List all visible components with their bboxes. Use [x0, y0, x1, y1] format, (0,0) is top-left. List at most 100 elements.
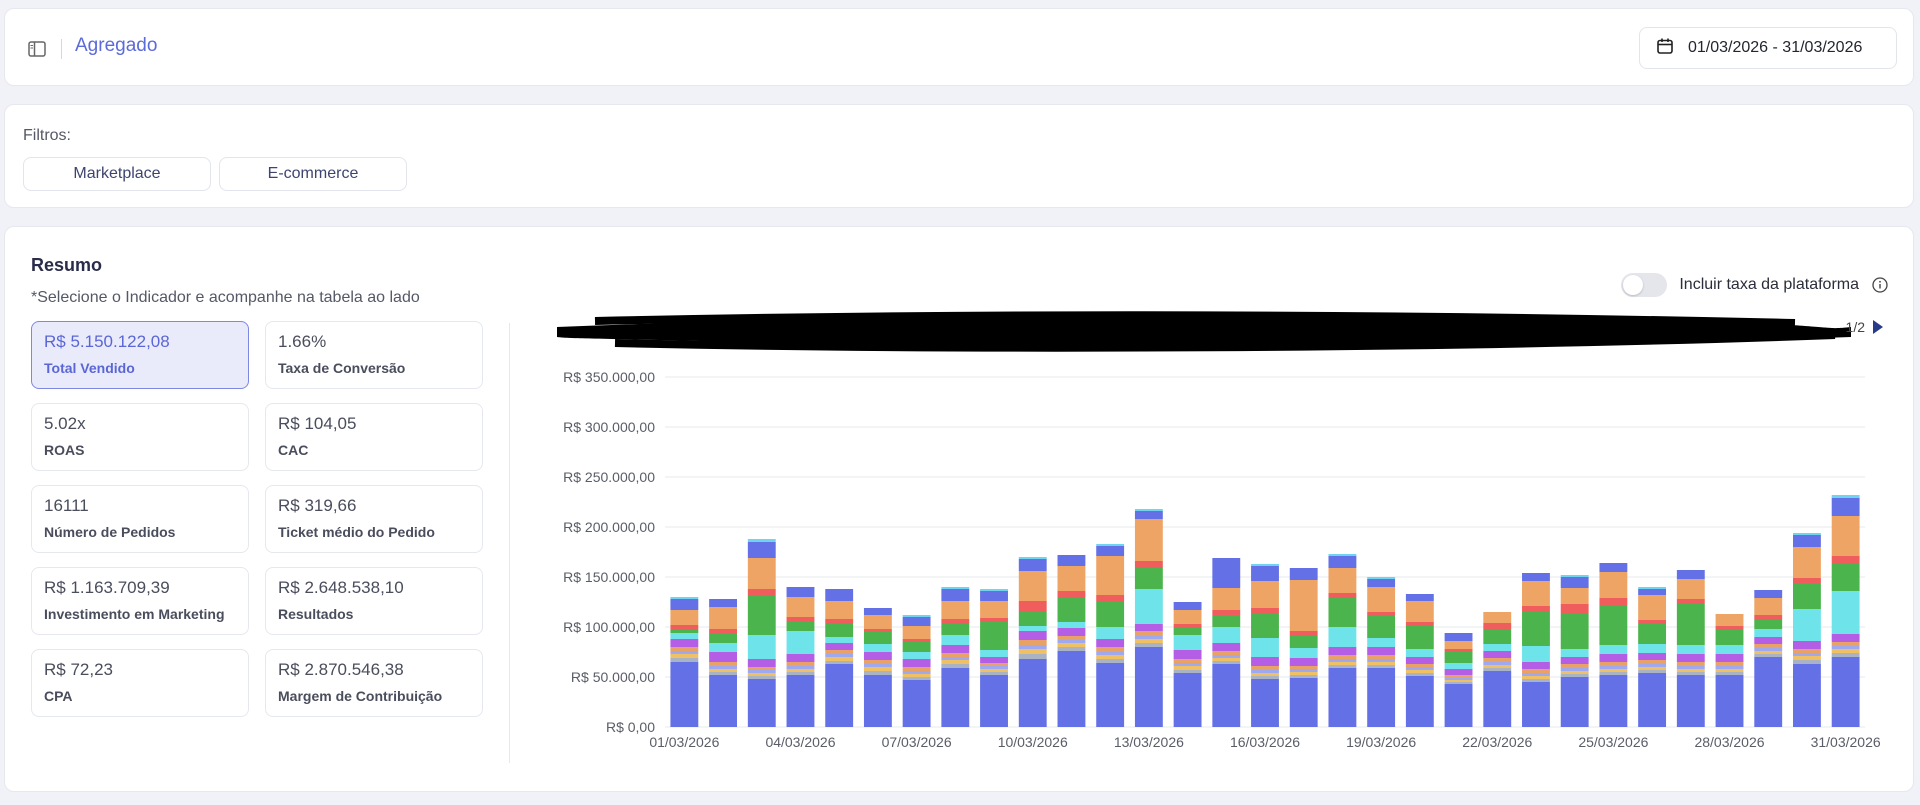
bar-segment[interactable] [1483, 612, 1512, 623]
bar-segment[interactable] [1444, 669, 1473, 675]
bar-segment[interactable] [1367, 665, 1396, 668]
bar-segment[interactable] [1638, 624, 1667, 644]
bar-segment[interactable] [786, 587, 815, 597]
bar-segment[interactable] [1212, 658, 1241, 661]
bar-segment[interactable] [1483, 630, 1512, 644]
bar-segment[interactable] [747, 676, 776, 679]
bar-segment[interactable] [863, 652, 892, 660]
bar-segment[interactable] [1793, 578, 1821, 584]
bar-segment[interactable] [747, 595, 776, 635]
bar-segment[interactable] [1405, 676, 1434, 727]
legend-next-arrow-icon[interactable] [1873, 320, 1883, 334]
bar-segment[interactable] [1676, 645, 1705, 654]
bar-segment[interactable] [941, 645, 970, 653]
bar-segment[interactable] [1057, 628, 1086, 636]
bar-segment[interactable] [1212, 643, 1241, 651]
bar-segment[interactable] [1367, 659, 1396, 662]
bar-segment[interactable] [1522, 679, 1550, 682]
bar-segment[interactable] [1715, 672, 1744, 675]
bar-segment[interactable] [1328, 647, 1357, 655]
bar-segment[interactable] [1638, 660, 1667, 664]
bar-segment[interactable] [1793, 584, 1821, 609]
bar-segment[interactable] [1522, 573, 1550, 581]
bar-segment[interactable] [1328, 668, 1357, 727]
bar-segment[interactable] [1831, 556, 1860, 563]
bar-segment[interactable] [747, 558, 776, 589]
bar-segment[interactable] [1057, 591, 1086, 597]
bar-segment[interactable] [1405, 649, 1434, 657]
bar-segment[interactable] [1018, 659, 1047, 727]
date-range-picker[interactable]: 01/03/2026 - 31/03/2026 [1639, 27, 1897, 69]
bar-segment[interactable] [1173, 635, 1202, 650]
bar-segment[interactable] [1715, 666, 1744, 669]
bar-segment[interactable] [1483, 671, 1512, 727]
bar-segment[interactable] [1057, 597, 1086, 622]
bar-segment[interactable] [1289, 648, 1318, 658]
bar-segment[interactable] [1096, 652, 1125, 655]
bar-segment[interactable] [825, 657, 854, 661]
bar-segment[interactable] [1018, 631, 1047, 640]
bar-segment[interactable] [1715, 614, 1744, 626]
bar-segment[interactable] [1638, 644, 1667, 653]
bar-segment[interactable] [1599, 672, 1628, 675]
bar-segment[interactable] [1018, 649, 1047, 654]
bar-segment[interactable] [709, 643, 737, 652]
bar-segment[interactable] [1599, 598, 1628, 605]
bar-segment[interactable] [670, 654, 699, 658]
kpi-card[interactable]: R$ 5.150.122,08 Total Vendido [31, 321, 249, 389]
bar-segment[interactable] [1212, 615, 1241, 627]
bar-segment[interactable] [1560, 674, 1589, 677]
bar-segment[interactable] [902, 659, 931, 667]
bar-segment[interactable] [825, 601, 854, 619]
bar-segment[interactable] [1676, 672, 1705, 675]
bar-segment[interactable] [1754, 651, 1783, 654]
bar-segment[interactable] [1289, 666, 1318, 669]
bar-segment[interactable] [1793, 535, 1821, 547]
bar-segment[interactable] [1793, 641, 1821, 649]
bar-segment[interactable] [980, 663, 1008, 666]
bar-segment[interactable] [1173, 666, 1202, 670]
bar-segment[interactable] [1018, 654, 1047, 659]
bar-segment[interactable] [670, 597, 699, 599]
bar-segment[interactable] [1251, 614, 1279, 638]
bar-segment[interactable] [1134, 589, 1163, 624]
bar-segment[interactable] [1367, 668, 1396, 727]
bar-segment[interactable] [1405, 670, 1434, 673]
kpi-card[interactable]: R$ 319,66 Ticket médio do Pedido [265, 485, 483, 553]
bar-segment[interactable] [1638, 587, 1667, 589]
bar-segment[interactable] [1560, 575, 1589, 577]
bar-segment[interactable] [1096, 544, 1125, 546]
bar-segment[interactable] [1599, 572, 1628, 598]
bar-segment[interactable] [1522, 682, 1550, 727]
bar-segment[interactable] [786, 597, 815, 617]
bar-segment[interactable] [1251, 676, 1279, 679]
bar-segment[interactable] [1212, 627, 1241, 643]
bar-segment[interactable] [1328, 655, 1357, 659]
bar-segment[interactable] [1831, 563, 1860, 591]
bar-segment[interactable] [1173, 610, 1202, 624]
bar-segment[interactable] [1173, 650, 1202, 659]
bar-segment[interactable] [1638, 670, 1667, 673]
bar-segment[interactable] [1831, 495, 1860, 498]
bar-segment[interactable] [1754, 637, 1783, 644]
bar-segment[interactable] [1560, 613, 1589, 649]
platform-fee-toggle[interactable] [1621, 273, 1668, 297]
bar-segment[interactable] [1096, 663, 1125, 727]
bar-segment[interactable] [1522, 662, 1550, 669]
filter-ecommerce-button[interactable]: E-commerce [219, 157, 407, 191]
kpi-card[interactable]: 5.02x ROAS [31, 403, 249, 471]
bar-segment[interactable] [1134, 647, 1163, 727]
bar-segment[interactable] [1560, 657, 1589, 664]
kpi-card[interactable]: 1.66% Taxa de Conversão [265, 321, 483, 389]
bar-segment[interactable] [1831, 653, 1860, 657]
bar-segment[interactable] [1173, 627, 1202, 635]
bar-segment[interactable] [1173, 670, 1202, 673]
bar-segment[interactable] [709, 599, 737, 607]
bar-segment[interactable] [1289, 678, 1318, 727]
bar-segment[interactable] [1831, 649, 1860, 653]
bar-segment[interactable] [1676, 570, 1705, 579]
bar-segment[interactable] [1018, 571, 1047, 601]
bar-segment[interactable] [941, 660, 970, 664]
bar-segment[interactable] [1676, 654, 1705, 662]
bar-segment[interactable] [825, 589, 854, 601]
